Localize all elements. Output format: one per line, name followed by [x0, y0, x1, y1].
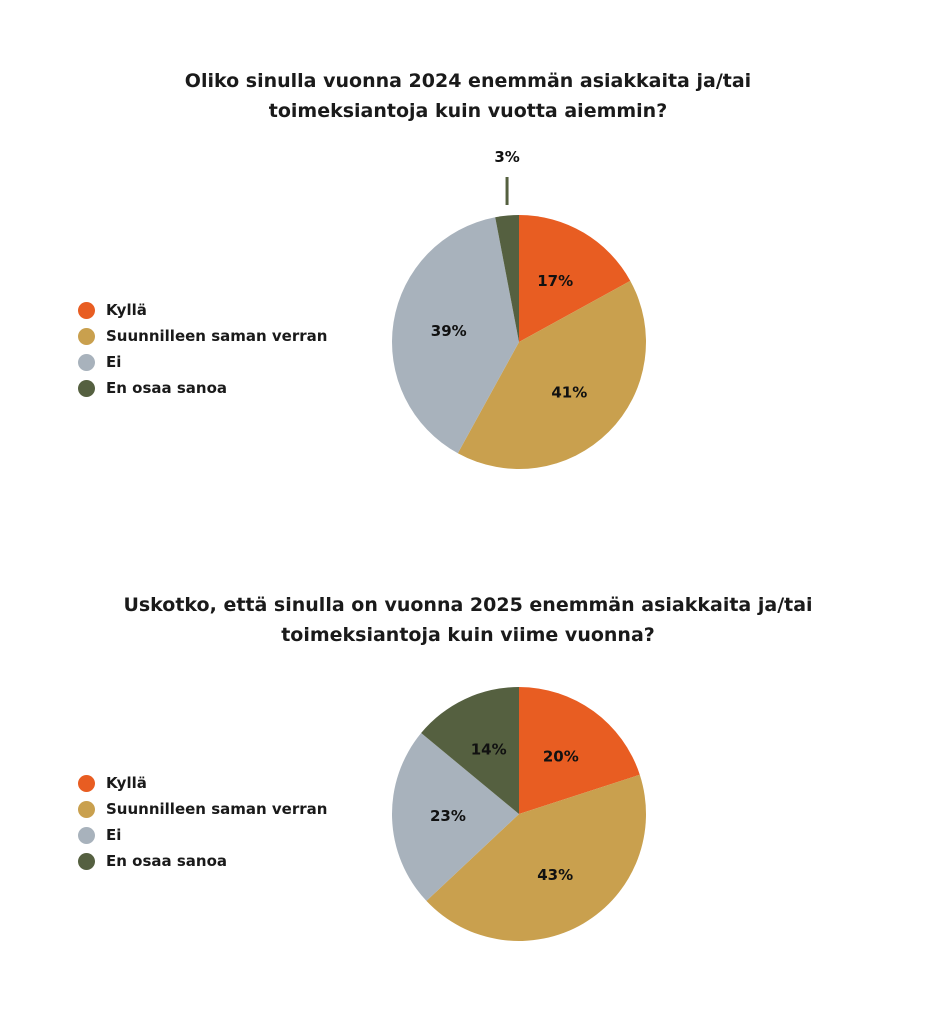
legend-label: Suunnilleen saman verran [106, 327, 328, 345]
legend-swatch [78, 852, 95, 870]
chart-title-line-1: Oliko sinulla vuonna 2024 enemmän asiakk… [184, 70, 752, 92]
data-label-ei: 39% [431, 322, 467, 340]
pie-slice-suunnilleen [426, 774, 646, 941]
data-label-en-osaa-sanoa: 14% [471, 741, 507, 759]
legend-swatch [78, 379, 95, 397]
data-label-suunnilleen: 43% [537, 866, 573, 884]
data-label-ei: 23% [430, 807, 466, 825]
legend: Kyllä Suunnilleen saman verran Ei En osa… [78, 770, 327, 874]
pie-slice-kylla [519, 215, 631, 342]
legend-swatch [78, 301, 95, 319]
data-label-suunnilleen: 41% [551, 383, 587, 401]
pie-slice-kylla [519, 687, 640, 814]
legend-label: Suunnilleen saman verran [106, 800, 328, 818]
legend-swatch [78, 327, 95, 345]
legend-swatch [78, 353, 95, 371]
data-label-kylla: 17% [537, 272, 573, 290]
pie-slice-suunnilleen [457, 280, 646, 469]
legend: Kyllä Suunnilleen saman verran Ei En osa… [78, 297, 327, 401]
legend-item-en-osaa-sanoa: En osaa sanoa [78, 848, 327, 874]
legend-item-kylla: Kyllä [78, 770, 327, 796]
legend-label: En osaa sanoa [106, 379, 228, 397]
legend-label: Kyllä [106, 774, 147, 792]
pie-slice-en-osaa-sanoa [421, 687, 519, 814]
legend-item-suunnilleen: Suunnilleen saman verran [78, 323, 327, 349]
legend-item-kylla: Kyllä [78, 297, 327, 323]
pie-plot: 20% 43% 23% 14% [392, 687, 646, 941]
pie-chart-2025: Uskotko, että sinulla on vuonna 2025 ene… [0, 590, 936, 1010]
legend-label: Ei [106, 826, 122, 844]
data-label-en-osaa-sanoa: 3% [494, 148, 519, 166]
legend-swatch [78, 774, 95, 792]
chart-title-line-2: toimeksiantoja kuin vuotta aiemmin? [268, 100, 668, 122]
chart-title-line-1: Uskotko, että sinulla on vuonna 2025 ene… [123, 594, 813, 616]
chart-title-line-2: toimeksiantoja kuin viime vuonna? [281, 624, 655, 646]
pie-slice-ei [392, 733, 519, 901]
legend-label: Kyllä [106, 301, 147, 319]
legend-item-suunnilleen: Suunnilleen saman verran [78, 796, 327, 822]
legend-swatch [78, 800, 95, 818]
data-label-kylla: 20% [543, 747, 579, 765]
pie-plot: 17% 41% 39% 3% [392, 148, 646, 469]
pie-slice-en-osaa-sanoa [495, 215, 519, 342]
pie-chart-2024: Oliko sinulla vuonna 2024 enemmän asiakk… [0, 60, 936, 500]
chart-title: Uskotko, että sinulla on vuonna 2025 ene… [0, 590, 936, 650]
chart-title: Oliko sinulla vuonna 2024 enemmän asiakk… [0, 66, 936, 126]
legend-label: Ei [106, 353, 122, 371]
legend-item-ei: Ei [78, 822, 327, 848]
legend-label: En osaa sanoa [106, 852, 228, 870]
pie-slice-ei [392, 217, 519, 454]
legend-item-ei: Ei [78, 349, 327, 375]
legend-item-en-osaa-sanoa: En osaa sanoa [78, 375, 327, 401]
legend-swatch [78, 826, 95, 844]
